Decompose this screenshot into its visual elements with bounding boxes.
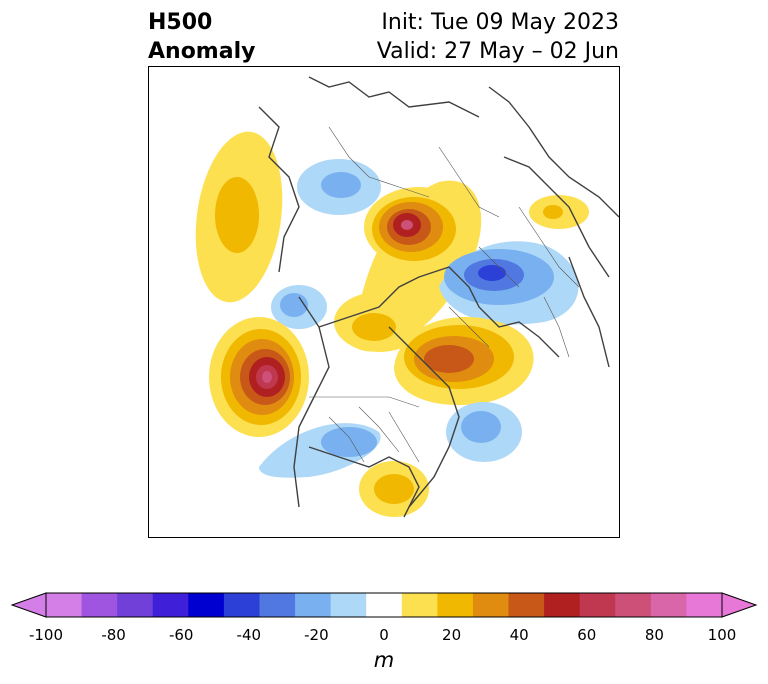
anomaly-contours [195, 131, 589, 517]
anomaly-greenland-ridge [334, 180, 482, 352]
colorbar-extend-over [721, 592, 758, 618]
colorbar-segment [437, 593, 474, 617]
anomaly-alaska-ridge [195, 131, 283, 303]
colorbar-segment [46, 593, 83, 617]
anomaly-siberia-ridge [529, 195, 589, 229]
colorbar-segment [81, 593, 118, 617]
anomaly-north-pacific-ridge [209, 317, 309, 437]
colorbar-segment [223, 593, 260, 617]
colorbar-segment [615, 593, 652, 617]
political-borders [309, 126, 580, 463]
colorbar-segment [117, 593, 154, 617]
colorbar-segment [544, 593, 581, 617]
anomaly-map-svg [195, 76, 619, 518]
colorbar-segment [579, 593, 616, 617]
colorbar-tick-label: -60 [168, 626, 194, 644]
title-init-date: Init: Tue 09 May 2023 [381, 10, 619, 35]
colorbar-tick-label: 0 [379, 626, 389, 644]
colorbar-segment [259, 593, 296, 617]
colorbar-segment [472, 593, 510, 617]
chart-title-left: H500 Anomaly [148, 8, 255, 66]
colorbar-tick-label: -100 [28, 626, 64, 644]
colorbar-segment [152, 593, 189, 617]
title-type: Anomaly [148, 39, 256, 64]
chart-title-right: Init: Tue 09 May 2023 Valid: 27 May – 02… [377, 8, 619, 66]
colorbar-segment [188, 593, 225, 617]
title-variable: H500 [148, 10, 213, 35]
colorbar-frame [45, 592, 723, 618]
colorbar-tick-label: -80 [101, 626, 126, 644]
colorbar-segment [650, 593, 687, 617]
anomaly-map[interactable] [148, 66, 620, 538]
colorbar [10, 592, 758, 618]
colorbar-segment [686, 593, 723, 617]
colorbar-segment [295, 593, 332, 617]
colorbar-segment [366, 593, 403, 617]
colorbar-tick-label: 80 [644, 626, 664, 644]
anomaly-canada-trough [297, 159, 381, 215]
colorbar-tick-label: 60 [577, 626, 597, 644]
colorbar-units-label: m [373, 648, 395, 672]
colorbar-tick-label: 100 [707, 626, 737, 644]
colorbar-segment [508, 593, 545, 617]
anomaly-east-russia-ridge [394, 317, 534, 406]
colorbar-segment [330, 593, 367, 617]
colorbar-tick-label: -20 [304, 626, 329, 644]
colorbar-tick-label: 20 [442, 626, 462, 644]
anomaly-west-pacific-trough [446, 402, 522, 462]
colorbar-segment [401, 593, 438, 617]
colorbar-tick-label: 40 [509, 626, 529, 644]
coastlines [258, 76, 619, 518]
title-valid-range: Valid: 27 May – 02 Jun [376, 39, 619, 64]
colorbar-extend-under [10, 592, 47, 618]
colorbar-tick-label: -40 [236, 626, 262, 644]
